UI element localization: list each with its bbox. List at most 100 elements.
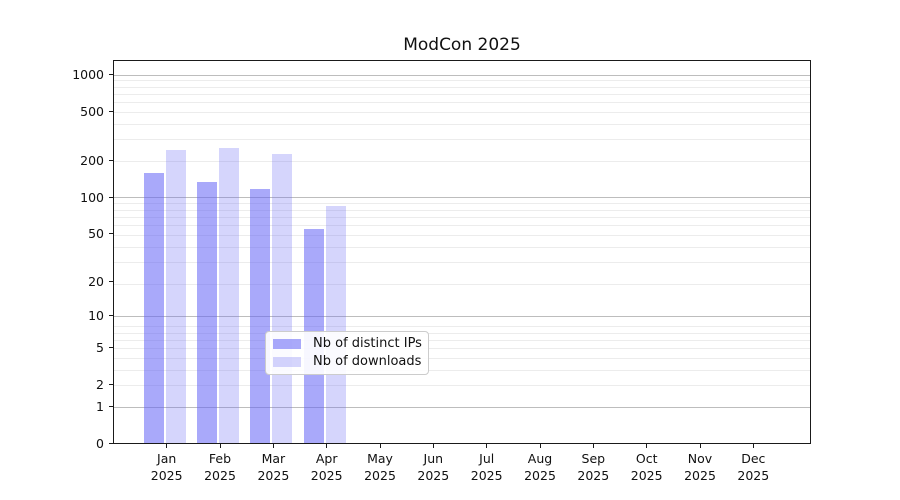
x-tick-label-month: Aug [527, 451, 553, 466]
x-axis-tick [432, 444, 434, 448]
gridline-minor [114, 332, 810, 334]
x-tick-label-year: 2025 [257, 467, 290, 483]
y-axis-tick [109, 111, 113, 113]
x-tick-label: Nov 2025 [670, 451, 730, 484]
legend: Nb of distinct IPs Nb of downloads [265, 331, 429, 375]
gridline-minor [114, 102, 810, 103]
x-axis-tick [592, 444, 594, 448]
x-axis-tick [219, 444, 221, 448]
gridline-minor [114, 80, 810, 82]
y-tick-label: 0 [96, 436, 104, 451]
x-tick-label: Mar 2025 [243, 451, 303, 484]
y-tick-label: 20 [88, 273, 104, 289]
y-tick-label: 10 [88, 308, 104, 323]
x-axis-tick [272, 444, 274, 448]
x-tick-label: Feb 2025 [190, 451, 250, 484]
gridline-minor [114, 261, 810, 263]
y-tick-label: 500 [80, 104, 104, 120]
y-axis-tick [109, 74, 113, 76]
x-axis-tick [646, 444, 648, 448]
x-tick-label-month: Nov [687, 451, 713, 466]
gridline-minor [114, 139, 810, 140]
bar-downloads [272, 154, 293, 443]
x-axis-tick [326, 444, 328, 448]
x-tick-label-month: Jan [157, 451, 177, 466]
x-axis-tick [166, 444, 168, 448]
x-axis-tick [699, 444, 701, 448]
x-tick-label-year: 2025 [150, 467, 183, 483]
bar-downloads [165, 149, 186, 443]
x-tick-label-year: 2025 [204, 467, 236, 483]
gridline-minor [114, 357, 810, 359]
x-tick-label: Jul 2025 [457, 451, 517, 484]
bar-distinct-ips [197, 182, 217, 443]
legend-label-downloads: Nb of downloads [313, 354, 422, 369]
y-tick-label: 5 [96, 340, 104, 356]
gridline-minor [114, 209, 810, 211]
gridline-minor [114, 123, 810, 125]
x-tick-label: Jan 2025 [137, 451, 197, 484]
x-tick-label-month: Mar [261, 451, 286, 466]
y-axis-tick [109, 315, 113, 316]
x-tick-label: Oct 2025 [617, 451, 677, 484]
plot-area [113, 60, 811, 444]
y-tick-label: 100 [80, 189, 104, 205]
x-tick-label-month: May [367, 451, 393, 466]
legend-item-downloads: Nb of downloads [273, 354, 421, 370]
gridline-minor [114, 111, 810, 113]
y-axis-tick [109, 443, 113, 444]
x-axis-tick [752, 444, 754, 448]
x-tick-label: Aug 2025 [510, 451, 570, 484]
x-tick-label-year: 2025 [364, 467, 396, 483]
y-axis-tick [109, 347, 113, 349]
x-tick-label-month: Jun [423, 451, 444, 466]
x-axis-tick [486, 444, 488, 448]
x-tick-label-year: 2025 [310, 467, 343, 483]
gridline-minor [114, 224, 810, 226]
gridline-minor [114, 347, 810, 349]
x-tick-label-month: Apr [315, 451, 338, 466]
bar-distinct-ips [250, 188, 271, 443]
gridline-minor [114, 246, 810, 248]
gridline-minor [114, 384, 810, 386]
bar-downloads [325, 205, 346, 443]
y-axis-tick [109, 384, 113, 386]
legend-label-distinct-ips: Nb of distinct IPs [313, 336, 422, 351]
gridline-minor [114, 86, 810, 88]
x-tick-label-year: 2025 [630, 467, 663, 483]
bar-distinct-ips [143, 173, 164, 443]
legend-swatch-downloads-icon [273, 357, 301, 367]
x-tick-label: Dec 2025 [723, 451, 783, 484]
x-tick-label-year: 2025 [470, 467, 503, 483]
x-tick-label-month: Dec [741, 451, 766, 466]
y-axis-tick [109, 280, 113, 282]
gridline-minor [114, 326, 810, 328]
gridline-minor [114, 339, 810, 341]
legend-swatch-distinct-ips-icon [273, 339, 301, 349]
x-tick-label-year: 2025 [684, 467, 716, 483]
x-axis-tick [379, 444, 381, 448]
y-tick-label: 200 [80, 152, 104, 168]
x-tick-label-year: 2025 [417, 467, 450, 483]
x-tick-label: Jun 2025 [403, 451, 463, 484]
y-axis-tick [109, 159, 113, 161]
y-axis-tick [109, 196, 113, 198]
gridline-minor [114, 283, 810, 285]
x-tick-label-month: Sep [581, 451, 606, 466]
y-tick-label: 1000 [72, 67, 104, 83]
gridline-minor [114, 234, 810, 236]
y-tick-label: 2 [96, 377, 104, 393]
gridline-major [114, 406, 810, 408]
gridline-major [114, 74, 810, 76]
gridline-minor [114, 160, 810, 162]
x-tick-label-month: Oct [635, 451, 658, 466]
x-tick-label: May 2025 [350, 451, 410, 484]
x-tick-label-month: Jul [479, 451, 495, 466]
gridline-minor [114, 216, 810, 218]
legend-item-distinct-ips: Nb of distinct IPs [273, 336, 422, 352]
y-axis-tick [109, 233, 113, 235]
gridline-major [114, 315, 810, 317]
y-tick-label: 50 [88, 226, 104, 242]
x-tick-label-month: Feb [208, 451, 232, 466]
x-tick-label: Sep 2025 [563, 451, 623, 484]
